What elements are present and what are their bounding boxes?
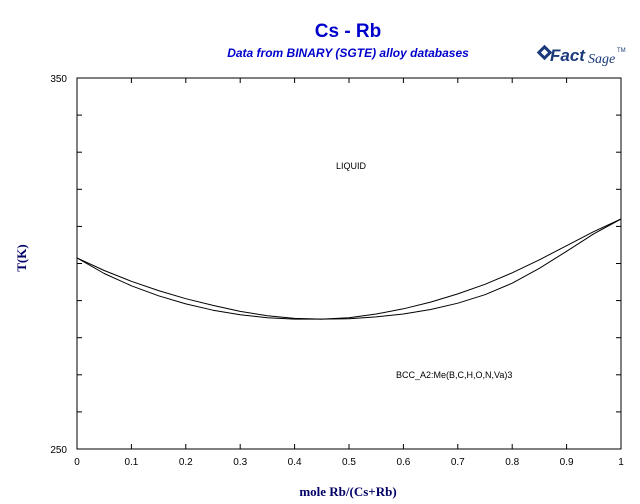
x-tick-label: 0.6 <box>396 457 410 468</box>
plot-frame <box>76 77 622 450</box>
x-tick-label: 0.8 <box>505 457 519 468</box>
y-tick-label-bottom: 250 <box>50 445 67 456</box>
logo-tm-text: TM <box>617 48 626 54</box>
x-tick-label: 0.5 <box>342 457 356 468</box>
factsage-logo: Fact Sage TM <box>536 44 626 67</box>
logo-sage-text: Sage <box>588 52 615 67</box>
x-tick-label: 0.7 <box>451 457 465 468</box>
phase-boundary-line <box>76 218 622 320</box>
x-tick-label: 0.1 <box>124 457 138 468</box>
chart-subtitle: Data from BINARY (SGTE) alloy databases <box>227 46 469 60</box>
x-tick-label: 0.3 <box>233 457 247 468</box>
y-tick-label-top: 350 <box>50 74 67 85</box>
phase-boundary-line <box>76 218 622 320</box>
x-tick-label: 1 <box>618 457 624 468</box>
x-axis-ticks <box>76 78 622 449</box>
x-axis-title: mole Rb/(Cs+Rb) <box>299 484 396 499</box>
region-label-bcc: BCC_A2:Me(B,C,H,O,N,Va)3 <box>396 370 512 380</box>
chart-title: Cs - Rb <box>315 21 382 42</box>
logo-fact-text: Fact <box>550 46 586 65</box>
phase-boundary-lines <box>76 218 622 320</box>
region-label-liquid: LIQUID <box>336 161 367 171</box>
x-tick-label: 0 <box>74 457 80 468</box>
y-axis-ticks <box>77 114 621 413</box>
x-axis-tick-labels: 0 0.1 0.2 0.3 0.4 0.5 0.6 0.7 0.8 0.9 1 <box>74 457 624 468</box>
x-tick-label: 0.4 <box>288 457 302 468</box>
x-tick-label: 0.2 <box>179 457 193 468</box>
y-axis-title: T(K) <box>14 244 29 271</box>
x-tick-label: 0.9 <box>560 457 574 468</box>
